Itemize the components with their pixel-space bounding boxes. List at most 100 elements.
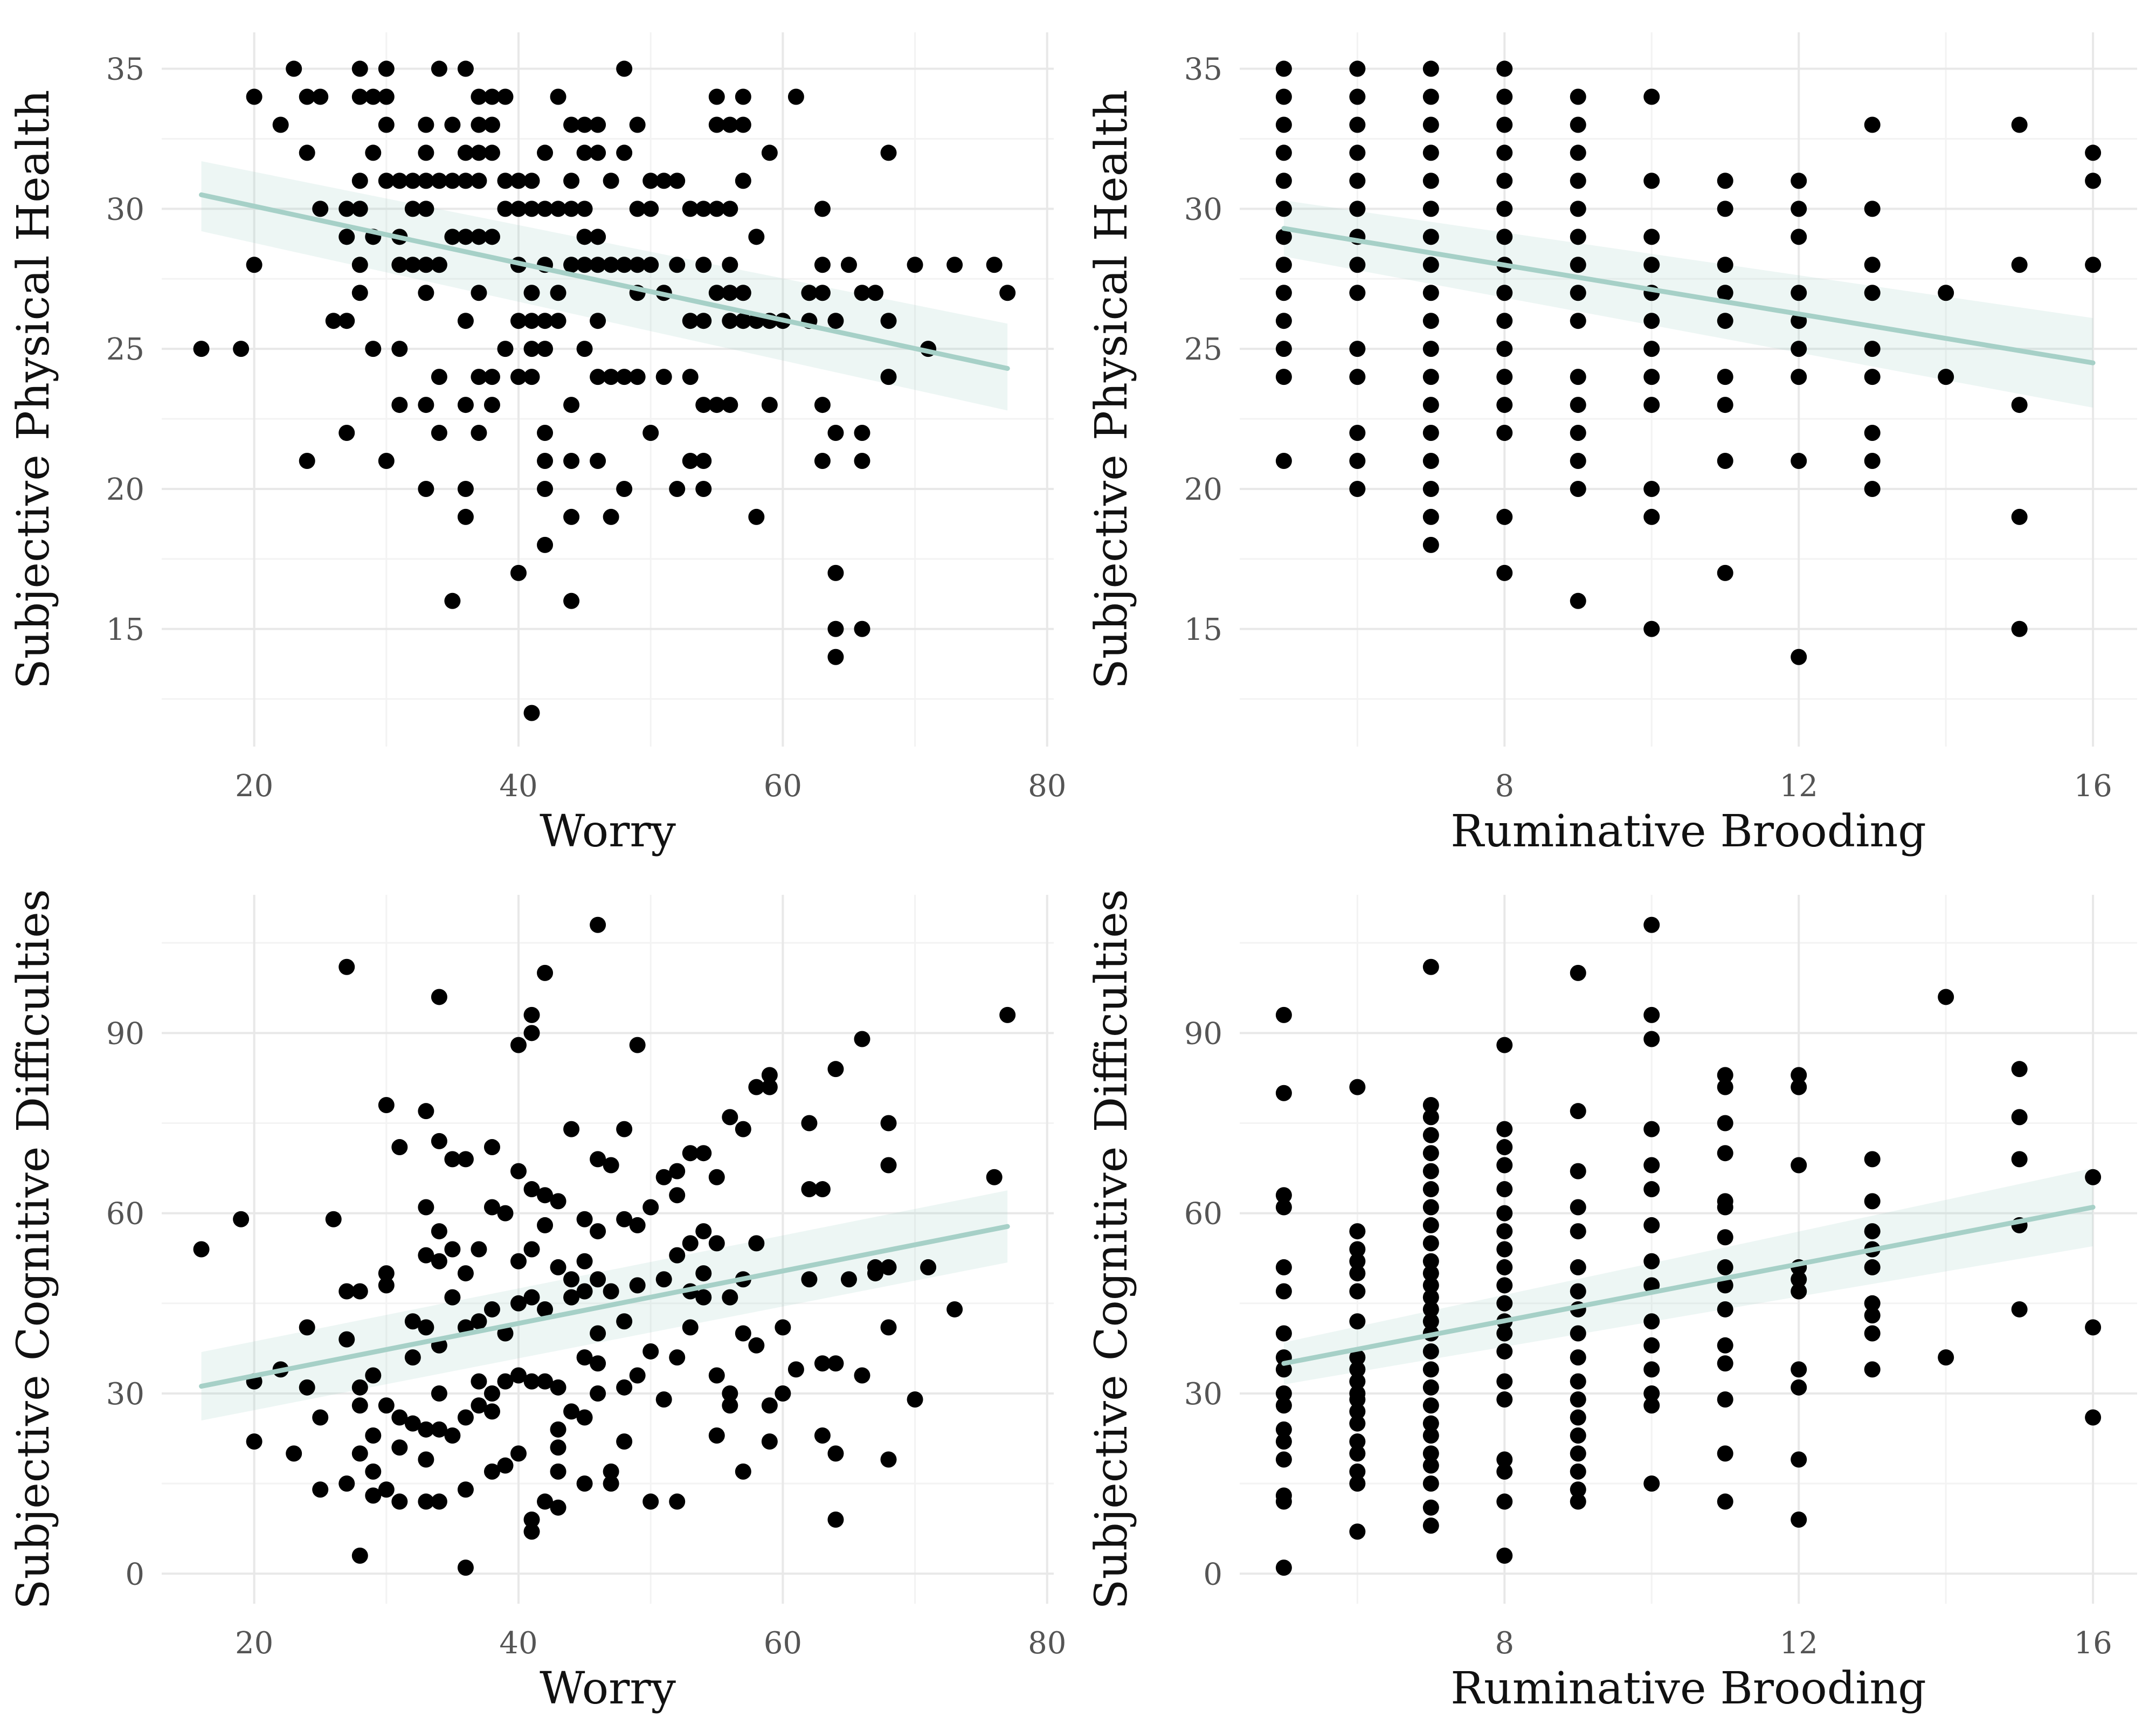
data-point xyxy=(1349,1253,1366,1269)
data-point xyxy=(1422,1289,1439,1306)
data-point xyxy=(1864,285,1881,301)
data-point xyxy=(655,1391,672,1408)
data-point xyxy=(431,60,447,77)
data-point xyxy=(827,564,844,581)
grid xyxy=(1240,895,2137,1604)
data-point xyxy=(722,397,738,413)
data-point xyxy=(1570,592,1586,609)
data-point xyxy=(1643,369,1660,385)
y-tick-label: 20 xyxy=(1184,472,1222,507)
data-point xyxy=(365,1367,382,1384)
data-point xyxy=(735,1121,751,1137)
data-point xyxy=(1496,1343,1513,1360)
data-point xyxy=(483,369,500,385)
data-point xyxy=(1938,369,1954,385)
data-point xyxy=(418,397,434,413)
data-point xyxy=(1864,341,1881,357)
data-point xyxy=(378,453,395,469)
data-point xyxy=(1570,425,1586,441)
data-point xyxy=(510,313,527,329)
data-point xyxy=(629,257,646,273)
data-point xyxy=(682,1235,699,1252)
data-point xyxy=(1422,229,1439,245)
data-point xyxy=(471,144,487,161)
data-point xyxy=(1349,1373,1366,1390)
data-point xyxy=(312,88,329,105)
data-point xyxy=(1349,60,1366,77)
data-point xyxy=(708,1427,725,1444)
data-point xyxy=(708,1367,725,1384)
data-point xyxy=(523,172,540,189)
data-point xyxy=(590,144,606,161)
data-point xyxy=(497,1373,514,1390)
data-point xyxy=(603,369,619,385)
data-point xyxy=(1791,285,1807,301)
data-point xyxy=(1496,1547,1513,1564)
data-point xyxy=(827,425,844,441)
data-point xyxy=(880,144,897,161)
confidence-band-area xyxy=(1283,1168,2093,1385)
data-point xyxy=(1791,201,1807,217)
data-point xyxy=(483,88,500,105)
data-point xyxy=(1717,1391,1733,1408)
data-point xyxy=(1422,313,1439,329)
data-point xyxy=(1717,285,1733,301)
data-point xyxy=(286,60,302,77)
data-point xyxy=(563,257,580,273)
data-point xyxy=(629,1277,646,1294)
data-point xyxy=(1570,453,1586,469)
data-point xyxy=(1422,116,1439,133)
data-point xyxy=(590,916,606,933)
data-point xyxy=(616,1379,633,1396)
y-tick-label: 25 xyxy=(106,332,144,367)
data-point xyxy=(338,1475,355,1492)
data-point xyxy=(1349,1415,1366,1432)
data-point xyxy=(537,144,554,161)
regression-line xyxy=(199,192,1010,371)
data-point xyxy=(431,1421,447,1438)
data-point xyxy=(840,257,857,273)
data-point xyxy=(1643,1475,1660,1492)
data-point xyxy=(418,201,434,217)
data-point xyxy=(471,369,487,385)
data-point xyxy=(1791,229,1807,245)
data-point xyxy=(761,1079,778,1095)
data-point xyxy=(1717,564,1733,581)
data-point xyxy=(1496,1241,1513,1258)
data-point xyxy=(510,1445,527,1462)
data-point xyxy=(603,172,619,189)
data-point xyxy=(431,989,447,1005)
data-point xyxy=(483,1403,500,1420)
data-point xyxy=(695,313,712,329)
data-point xyxy=(1496,397,1513,413)
y-tick-label: 90 xyxy=(106,1016,144,1051)
data-point xyxy=(523,1373,540,1390)
data-point xyxy=(1422,341,1439,357)
confidence-band-area xyxy=(1283,200,2093,408)
data-point xyxy=(1791,369,1807,385)
data-point xyxy=(537,536,554,553)
data-point xyxy=(325,313,342,329)
data-point xyxy=(907,1391,923,1408)
data-point xyxy=(378,1265,395,1282)
data-point xyxy=(351,1283,368,1300)
data-point xyxy=(1791,1451,1807,1468)
panel-brooding-physical-health: 8 12 16 15 20 25 30 35 Ruminative Brooding Sub… xyxy=(1086,32,2137,857)
data-point xyxy=(1643,508,1660,525)
data-point xyxy=(299,1379,315,1396)
data-point xyxy=(787,88,804,105)
data-point xyxy=(1570,1325,1586,1342)
data-point xyxy=(378,1481,395,1498)
data-point xyxy=(880,1451,897,1468)
data-point xyxy=(312,1481,329,1498)
data-point xyxy=(1717,313,1733,329)
data-point xyxy=(431,425,447,441)
data-point xyxy=(1422,1427,1439,1444)
data-point xyxy=(722,285,738,301)
data-point xyxy=(431,257,447,273)
data-point xyxy=(1717,1445,1733,1462)
data-point xyxy=(2011,1301,2028,1317)
data-point xyxy=(1717,1115,1733,1131)
data-point xyxy=(457,313,474,329)
data-point xyxy=(1349,1433,1366,1450)
